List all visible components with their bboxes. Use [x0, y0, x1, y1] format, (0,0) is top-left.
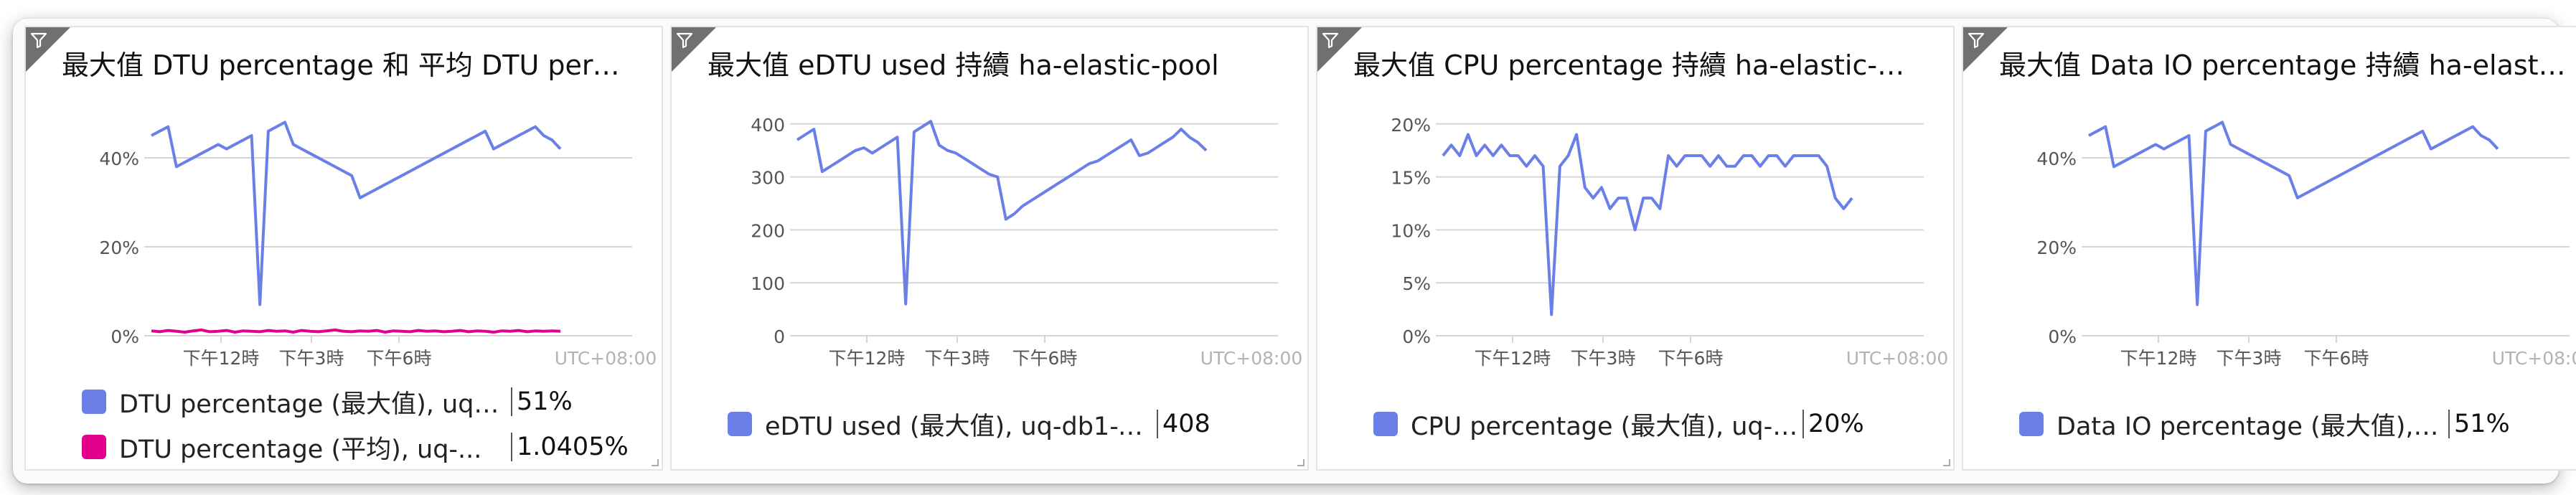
x-tick-label: 下午3時	[279, 348, 344, 369]
legend-swatch	[2019, 412, 2044, 436]
legend-separator	[511, 387, 512, 416]
legend-separator	[2448, 410, 2450, 438]
legend-swatch	[1373, 412, 1398, 436]
chart-title[interactable]: 最大值 eDTU used 持續 ha-elastic-pool	[708, 50, 1219, 81]
filter-funnel-icon[interactable]	[1967, 31, 1985, 50]
series-line	[2088, 121, 2499, 306]
chart-title[interactable]: 最大值 Data IO percentage 持續 ha-elastic-...	[1999, 50, 2566, 81]
x-tick-label: 下午12時	[829, 348, 906, 369]
line-chart[interactable]: 0 100 200 300 400 下午12時 下午3時 下午6時 UTC+08:00	[672, 99, 1310, 372]
timezone-label: UTC+08:00	[1846, 348, 1949, 369]
chart-tile-dataio[interactable]: 最大值 Data IO percentage 持續 ha-elastic-...…	[1962, 26, 2576, 471]
legend-value: 20%	[1808, 410, 1864, 438]
y-tick-label: 300	[751, 168, 785, 189]
x-tick-label: 下午6時	[1658, 348, 1724, 369]
y-tick-label: 400	[751, 115, 785, 136]
legend-item[interactable]: CPU percentage (最大值), uq-d... 20%	[1373, 406, 1864, 442]
line-chart[interactable]: 0% 5% 10% 15% 20% 下午12時 下午3時 下午6時 UTC+08:00	[1317, 99, 1956, 372]
resize-handle[interactable]	[1943, 459, 1950, 466]
y-tick-label: 20%	[99, 237, 139, 258]
resize-handle[interactable]	[1297, 459, 1305, 466]
x-tick-label: 下午6時	[1012, 348, 1078, 369]
legend-separator	[1802, 410, 1804, 438]
legend-label: CPU percentage (最大值), uq-d...	[1411, 412, 1798, 441]
x-tick-label: 下午6時	[367, 348, 432, 369]
chart-tile-dtu[interactable]: 最大值 DTU percentage 和 平均 DTU percen... 0%…	[24, 26, 663, 471]
x-tick-label: 下午3時	[925, 348, 990, 369]
legend-label: DTU percentage (平均), uq-...	[119, 435, 482, 464]
legend-value: 408	[1162, 410, 1211, 438]
y-tick-label: 20%	[1391, 115, 1431, 136]
y-tick-label: 20%	[2036, 237, 2077, 258]
timezone-label: UTC+08:00	[555, 348, 657, 369]
legend-swatch	[82, 390, 106, 414]
legend-value: 1.0405%	[517, 433, 629, 461]
resize-handle[interactable]	[652, 459, 659, 466]
x-tick-label: 下午12時	[183, 348, 260, 369]
timezone-label: UTC+08:00	[1200, 348, 1303, 369]
y-tick-label: 100	[751, 273, 785, 294]
y-tick-label: 40%	[2036, 148, 2077, 169]
line-chart[interactable]: 0% 20% 40% 下午12時下午3時 下午6時 UTC+08:00	[26, 99, 664, 372]
x-tick-label: 下午3時	[2217, 348, 2282, 369]
y-tick-label: 0%	[2048, 326, 2077, 347]
chart-title[interactable]: 最大值 DTU percentage 和 平均 DTU percen...	[62, 50, 629, 81]
y-tick-label: 5%	[1402, 273, 1431, 294]
x-tick-label: 下午12時	[2120, 348, 2197, 369]
legend-separator	[1157, 410, 1158, 438]
legend-swatch	[82, 435, 106, 459]
chart-tile-cpu[interactable]: 最大值 CPU percentage 持續 ha-elastic-pool 0%…	[1316, 26, 1955, 471]
legend-label: eDTU used (最大值), uq-db1-v...	[765, 412, 1152, 441]
legend-item[interactable]: eDTU used (最大值), uq-db1-v... 408	[728, 406, 1211, 442]
timezone-label: UTC+08:00	[2492, 348, 2576, 369]
legend-value: 51%	[517, 387, 573, 416]
series-line	[1442, 133, 1853, 316]
chart-title[interactable]: 最大值 CPU percentage 持續 ha-elastic-pool	[1353, 50, 1920, 81]
y-tick-label: 0	[774, 326, 785, 347]
y-tick-label: 0%	[1402, 326, 1431, 347]
legend-item[interactable]: DTU percentage (最大值), uq-d... 51%	[82, 384, 573, 420]
y-tick-label: 15%	[1391, 168, 1431, 189]
x-tick-label: 下午6時	[2304, 348, 2369, 369]
legend-label: DTU percentage (最大值), uq-d...	[119, 390, 507, 419]
legend-separator	[511, 433, 512, 461]
legend-value: 51%	[2454, 410, 2510, 438]
filter-funnel-icon[interactable]	[1321, 31, 1340, 50]
legend-item[interactable]: DTU percentage (平均), uq-... 1.0405%	[82, 429, 629, 465]
filter-funnel-icon[interactable]	[29, 31, 48, 50]
y-tick-label: 10%	[1391, 220, 1431, 241]
y-tick-label: 40%	[99, 148, 139, 169]
filter-funnel-icon[interactable]	[675, 31, 694, 50]
legend-item[interactable]: Data IO percentage (最大值), u... 51%	[2019, 406, 2510, 442]
y-tick-label: 200	[751, 220, 785, 241]
chart-tile-edtu[interactable]: 最大值 eDTU used 持續 ha-elastic-pool 0 100 200…	[670, 26, 1309, 471]
x-tick-label: 下午12時	[1475, 348, 1551, 369]
series-line	[796, 120, 1208, 306]
y-tick-label: 0%	[111, 326, 139, 347]
legend-label: Data IO percentage (最大值), u...	[2056, 412, 2444, 441]
series-line	[151, 328, 561, 334]
series-line	[151, 121, 562, 306]
legend-swatch	[728, 412, 752, 436]
x-tick-label: 下午3時	[1571, 348, 1636, 369]
